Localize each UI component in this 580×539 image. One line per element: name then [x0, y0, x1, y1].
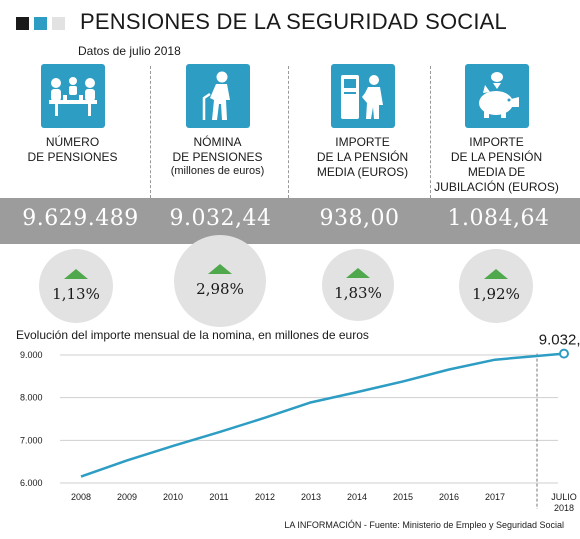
elderly-person-with-cane-icon [186, 64, 250, 128]
change-circle-payroll: 2,98% [174, 235, 266, 327]
x-tick-label: 2011 [209, 492, 228, 502]
number-of-pensions-value: 9.629.489 [8, 206, 153, 231]
retirement-pension-value: 1.084,64 [426, 206, 571, 231]
indicator-payroll: NÓMINA DE PENSIONES (millones de euros) [145, 64, 290, 178]
x-tick-label: 2014 [347, 492, 367, 502]
y-tick-label: 6.000 [20, 478, 43, 488]
x-tick-label: 2012 [255, 492, 275, 502]
indicator-label: NÚMERO DE PENSIONES [0, 135, 145, 165]
column-divider [288, 66, 289, 198]
change-percent: 1,83% [334, 284, 382, 302]
indicator-sublabel: (millones de euros) [145, 165, 290, 178]
change-percent: 1,13% [52, 285, 100, 303]
indicator-label: NÓMINA DE PENSIONES [145, 135, 290, 165]
y-tick-label: 8.000 [20, 393, 43, 403]
x-tick-label: 2013 [301, 492, 321, 502]
column-divider [150, 66, 151, 198]
up-arrow-icon [64, 269, 88, 279]
column-divider [430, 66, 431, 198]
blue-square-icon [34, 17, 47, 30]
x-tick-label: 2015 [393, 492, 413, 502]
x-tick-label: 2010 [163, 492, 183, 502]
x-tick-label: 2016 [439, 492, 459, 502]
payroll-line-chart: 6.000 7.000 8.000 9.000 2008 2009 2010 2011 2012… [0, 330, 580, 520]
up-arrow-icon [346, 268, 370, 278]
change-percent: 2,98% [196, 280, 244, 298]
page-title: PENSIONES DE LA SEGURIDAD SOCIAL [80, 9, 507, 35]
latest-value-label: 9.032,44 [539, 332, 580, 349]
up-arrow-icon [208, 264, 232, 274]
indicator-average-pension: IMPORTE DE LA PENSIÓN MEDIA (euros) [290, 64, 435, 180]
x-tick-label: JULIO 2018 [551, 492, 577, 513]
atm-withdrawal-icon [331, 64, 395, 128]
indicator-number-of-pensions: NÚMERO DE PENSIONES [0, 64, 145, 165]
black-square-icon [16, 17, 29, 30]
x-tick-label: 2009 [117, 492, 137, 502]
change-circle-retirement: 1,92% [459, 249, 533, 323]
change-circle-pensions: 1,13% [39, 249, 113, 323]
x-tick-label: 2008 [71, 492, 91, 502]
latest-point-marker [560, 350, 568, 358]
source-note: LA INFORMACIÓN - Fuente: Ministerio de E… [284, 520, 564, 530]
change-circle-average: 1,83% [322, 249, 394, 321]
change-percent: 1,92% [472, 285, 520, 303]
people-at-table-icon [41, 64, 105, 128]
payroll-value: 9.032,44 [148, 206, 293, 231]
grey-square-icon [52, 17, 65, 30]
average-pension-value: 938,00 [287, 206, 432, 231]
indicator-label: IMPORTE DE LA PENSIÓN MEDIA (euros) [290, 135, 435, 180]
piggy-bank-icon [465, 64, 529, 128]
indicator-label: IMPORTE DE LA PENSIÓN MEDIA DE JUBILACIÓ… [424, 135, 569, 195]
y-tick-label: 7.000 [20, 435, 43, 445]
indicator-retirement-pension: IMPORTE DE LA PENSIÓN MEDIA DE JUBILACIÓ… [424, 64, 569, 195]
payroll-series-line [81, 354, 564, 477]
up-arrow-icon [484, 269, 508, 279]
x-tick-label: 2017 [485, 492, 505, 502]
date-subtitle: Datos de julio 2018 [78, 44, 181, 58]
y-tick-label: 9.000 [20, 350, 43, 360]
